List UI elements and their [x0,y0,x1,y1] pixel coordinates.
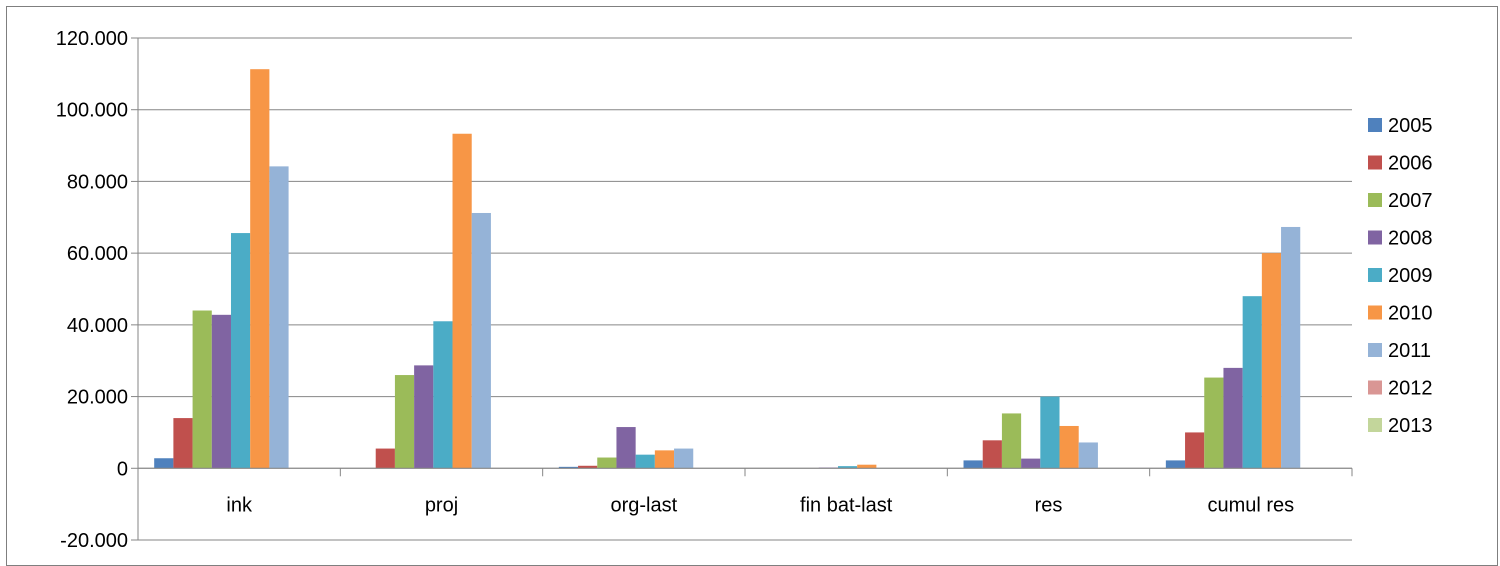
legend-label-2005: 2005 [1388,115,1433,137]
y-tick-label: 120.000 [56,28,128,50]
legend-swatch-2008 [1368,230,1382,245]
legend-swatch-2006 [1368,155,1382,170]
x-tick-label: proj [425,494,458,516]
bar-res-2007 [1001,413,1022,469]
legend-swatch-2005 [1368,118,1382,132]
bar-ink-2006 [173,418,193,469]
legend-label-2008: 2008 [1388,228,1433,250]
x-tick-labels: ink proj org-last fin bat-last res cumul res [226,494,1294,516]
legend-swatch-2010 [1368,305,1382,320]
y-tick-label: 40.000 [67,315,128,337]
bar-org-last-2005 [558,466,579,469]
legend-label-2011: 2011 [1388,340,1431,362]
bar-cumul-res-2011 [1281,226,1301,469]
bar-res-2010 [1059,425,1079,469]
bar-ink-2009 [230,233,251,469]
bar-proj-2011 [471,212,491,469]
bar-cumul-res-2005 [1165,460,1186,469]
legend-swatch-2007 [1368,193,1382,207]
bar-cumul-res-2009 [1242,296,1262,469]
y-tick-label: 60.000 [67,243,128,265]
legend-label-2009: 2009 [1388,265,1433,287]
bar-org-last-2007 [597,457,617,469]
bar-proj-2009 [433,321,453,469]
y-tick-label: 0 [117,458,128,480]
legend-swatch-2012 [1368,380,1382,395]
bar-ink-2010 [250,69,270,469]
x-tick-label: cumul res [1207,494,1294,516]
bar-ink-2005 [154,458,174,469]
bar-ink-2008 [211,314,231,469]
legend-label-2012: 2012 [1388,378,1433,400]
bar-res-2008 [1021,458,1041,469]
legend: 2005 2006 2007 2008 2009 2010 2011 2012 2013 [1368,115,1433,437]
legend-swatch-2009 [1368,268,1382,282]
bar-proj-2010 [452,133,472,469]
x-tick-label: ink [226,494,253,516]
x-tick-label: fin bat-last [800,494,893,516]
bar-org-last-2011 [674,448,694,469]
bar-cumul-res-2010 [1261,253,1282,469]
bars [154,69,1301,469]
bar-cumul-res-2008 [1223,367,1243,469]
y-tick-label: 80.000 [67,171,128,193]
x-tick-label: res [1035,494,1063,516]
bar-fin-bat-last-2010 [857,464,877,469]
x-tick-label: org-last [610,494,677,516]
legend-label-2007: 2007 [1388,190,1433,212]
y-tick-label: 100.000 [56,100,128,122]
axes [131,37,1353,541]
bar-org-last-2009 [635,454,655,469]
legend-swatch-2013 [1368,418,1382,432]
bar-ink-2011 [269,166,289,469]
bar-org-last-2008 [616,427,636,469]
legend-label-2006: 2006 [1388,153,1433,175]
legend-swatch-2011 [1368,343,1382,357]
y-tick-label: -20.000 [60,530,128,552]
bar-org-last-2006 [578,465,598,469]
bar-cumul-res-2007 [1204,377,1224,469]
bar-proj-2006 [375,448,395,469]
bar-proj-2008 [414,365,434,469]
bar-proj-2007 [394,375,415,469]
y-tick-label: 20.000 [67,387,128,409]
legend-label-2010: 2010 [1388,303,1433,325]
bar-res-2006 [982,440,1002,469]
bar-res-2009 [1040,396,1060,469]
legend-label-2013: 2013 [1388,415,1433,437]
bar-fin-bat-last-2009 [837,466,858,469]
bar-cumul-res-2006 [1185,432,1205,469]
bar-res-2005 [963,460,983,469]
bar-res-2011 [1078,442,1098,469]
bar-org-last-2010 [654,450,675,469]
bar-ink-2007 [192,310,212,469]
y-tick-labels: -20.000 0 20.000 40.000 60.000 80.000 100.000 1… [56,28,128,552]
